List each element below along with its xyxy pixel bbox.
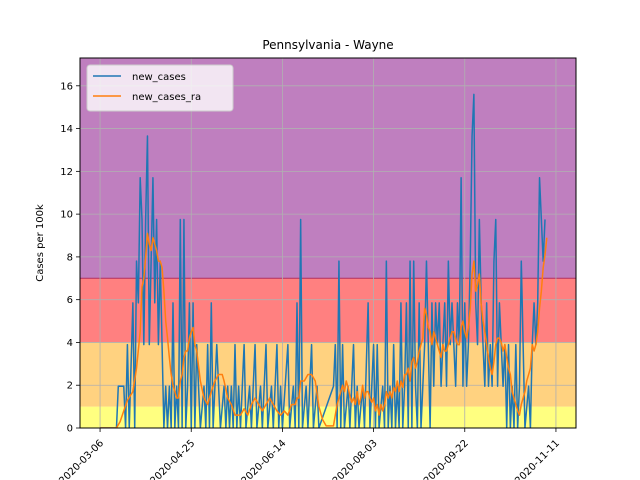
legend: new_cases new_cases_ra: [86, 64, 234, 112]
y-tick-label-7: 14: [60, 124, 73, 135]
band-0: [80, 406, 576, 428]
series-line-new_cases_ra: [100, 232, 548, 428]
x-axis: 2020-03-06 2020-04-25 2020-06-14 2020-08-03…: [57, 428, 562, 480]
plot-frame: [79, 57, 577, 429]
chart-title: Pennsylvania - Wayne: [262, 38, 393, 52]
legend-label-new_cases: new_cases: [132, 72, 186, 83]
y-tick-label-0: 0: [67, 424, 73, 435]
x-tick-label-2: 2020-06-14: [240, 438, 289, 480]
x-tick-label-3: 2020-08-03: [331, 438, 380, 480]
y-axis-label: Cases per 100k: [35, 204, 46, 282]
x-tick-label-4: 2020-09-22: [422, 438, 471, 480]
x-tick-label-1: 2020-04-25: [148, 438, 197, 480]
legend-box: [86, 64, 234, 112]
y-tick-label-6: 12: [60, 167, 73, 178]
y-tick-label-5: 10: [60, 210, 73, 221]
x-tick-label-5: 2020-11-11: [513, 438, 562, 480]
x-tick-label-0: 2020-03-06: [57, 438, 106, 480]
y-tick-label-1: 2: [67, 381, 73, 392]
legend-label-new_cases_ra: new_cases_ra: [132, 92, 201, 103]
y-tick-label-3: 6: [67, 295, 73, 306]
series-layer: [100, 93, 548, 428]
y-axis: 0 2 4 6 8 10 12 14 16: [60, 81, 80, 435]
y-tick-label-8: 16: [60, 81, 73, 92]
y-tick-label-2: 4: [67, 338, 73, 349]
y-tick-label-4: 8: [67, 252, 73, 263]
